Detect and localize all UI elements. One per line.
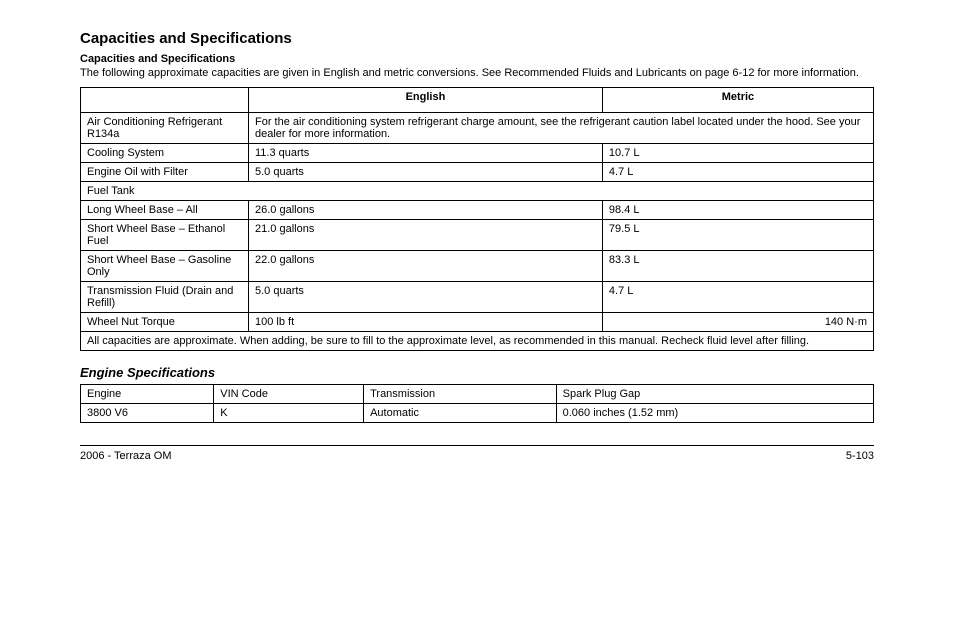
header-metric: Metric [602,88,873,107]
row-lwb-met: 98.4 L [602,201,873,220]
row-trans-met: 4.7 L [602,282,873,313]
header-english: English [249,88,603,107]
row-swb-gas-met: 83.3 L [602,251,873,282]
row-oil-eng: 5.0 quarts [249,163,603,182]
row-wheel-label: Wheel Nut Torque [81,313,249,332]
footer-rule [80,445,874,446]
footer-page: 5-103 [846,450,874,462]
row-wheel-eng: 100 lb ft [249,313,603,332]
vin-trans: Automatic [364,404,557,423]
row-trans-eng: 5.0 quarts [249,282,603,313]
row-oil-met: 4.7 L [602,163,873,182]
row-ac-note: For the air conditioning system refriger… [249,113,874,144]
vin-gap: 0.060 inches (1.52 mm) [556,404,873,423]
vin-h-code: VIN Code [214,385,364,404]
row-swb-eth-eng: 21.0 gallons [249,220,603,251]
row-lwb-eng: 26.0 gallons [249,201,603,220]
footer-left: 2006 - Terraza OM [80,450,172,462]
row-swb-eth-label: Short Wheel Base – Ethanol Fuel [81,220,249,251]
header-blank [81,88,249,113]
vin-table: Engine VIN Code Transmission Spark Plug … [80,384,874,423]
vin-engine: 3800 V6 [81,404,214,423]
row-swb-eth-met: 79.5 L [602,220,873,251]
row-footnote: All capacities are approximate. When add… [81,332,874,351]
row-oil-label: Engine Oil with Filter [81,163,249,182]
row-lwb-label: Long Wheel Base – All [81,201,249,220]
row-wheel-met: 140 N·m [602,313,873,332]
vin-h-engine: Engine [81,385,214,404]
row-cooling-eng: 11.3 quarts [249,144,603,163]
row-fuel-header: Fuel Tank [81,182,874,201]
row-cooling-label: Cooling System [81,144,249,163]
engine-spec-heading: Engine Specifications [80,365,874,380]
row-swb-gas-eng: 22.0 gallons [249,251,603,282]
vin-h-trans: Transmission [364,385,557,404]
vin-code: K [214,404,364,423]
row-trans-label: Transmission Fluid (Drain and Refill) [81,282,249,313]
row-cooling-met: 10.7 L [602,144,873,163]
intro-text: The following approximate capacities are… [80,67,874,79]
row-swb-gas-label: Short Wheel Base – Gasoline Only [81,251,249,282]
row-ac-label: Air Conditioning Refrigerant R134a [81,113,249,144]
section-title: Capacities and Specifications [80,30,874,47]
column-title: Capacities and Specifications [80,53,874,65]
specs-table: English Metric Air Conditioning Refriger… [80,87,874,351]
vin-h-gap: Spark Plug Gap [556,385,873,404]
